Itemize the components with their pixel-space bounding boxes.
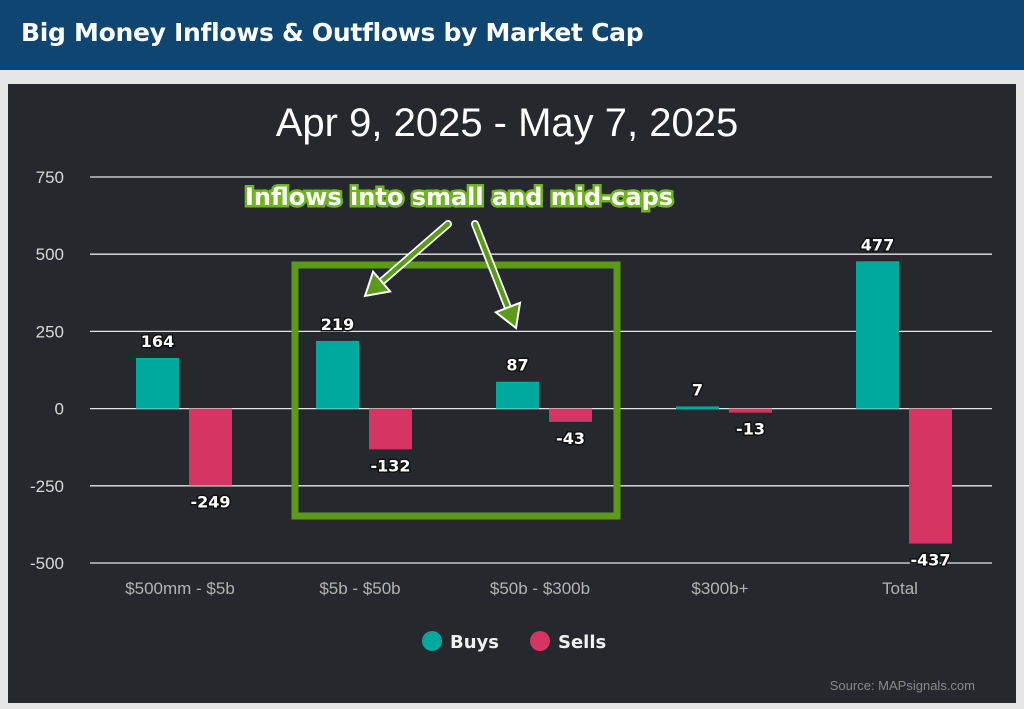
sells-bar xyxy=(909,408,952,544)
buys-bar xyxy=(856,261,899,409)
x-tick-label: $500mm - $5b xyxy=(125,579,235,598)
page-title: Big Money Inflows & Outflows by Market C… xyxy=(21,18,644,47)
buys-data-label: 87 xyxy=(506,356,528,375)
buys-data-label: 477 xyxy=(861,235,894,254)
annotation-arrow xyxy=(471,220,522,330)
sells-data-label: -13 xyxy=(736,420,765,439)
buys-data-label: 7 xyxy=(692,380,703,399)
buys-data-label: 164 xyxy=(141,332,174,351)
annotation-arrow xyxy=(363,220,452,298)
legend: Buys Sells xyxy=(422,631,606,653)
x-tick-label: $50b - $300b xyxy=(490,579,590,598)
sells-bar xyxy=(189,408,232,486)
x-tick-label: $300b+ xyxy=(691,579,748,598)
buys-bar xyxy=(316,340,359,409)
x-tick-label: Total xyxy=(882,579,918,598)
buys-bar xyxy=(676,406,719,410)
highlight-rectangle xyxy=(291,261,621,520)
y-axis-ticks: 750 500 250 0 -250 -500 xyxy=(30,168,64,573)
buys-data-label: 219 xyxy=(321,315,354,334)
buys-bar xyxy=(136,357,179,409)
bars xyxy=(136,261,952,544)
annotation-text: Inflows into small and mid-caps xyxy=(245,183,673,211)
legend-label-sells: Sells xyxy=(558,632,606,653)
source-note: Source: MAPsignals.com xyxy=(830,678,975,693)
chart-panel: Apr 9, 2025 - May 7, 2025 750 500 250 0 -250… xyxy=(8,84,1016,703)
y-tick-label: 0 xyxy=(55,400,64,419)
sells-bar xyxy=(729,408,772,413)
y-tick-label: -250 xyxy=(30,477,64,496)
x-axis-labels: $500mm - $5b $5b - $50b $50b - $300b $300b+… xyxy=(125,579,918,598)
legend-swatch-buys xyxy=(422,631,442,651)
y-tick-label: 750 xyxy=(36,168,64,187)
legend-label-buys: Buys xyxy=(450,632,499,653)
legend-swatch-sells xyxy=(530,631,550,651)
sells-data-label: -43 xyxy=(556,429,585,448)
header-bar: Big Money Inflows & Outflows by Market C… xyxy=(0,0,1024,70)
data-labels: 164 219 87 7 477 -249 -132 -43 -13 -437 xyxy=(139,234,952,571)
y-tick-label: 250 xyxy=(36,322,64,341)
highlight-box xyxy=(291,261,621,520)
y-tick-label: -500 xyxy=(30,554,64,573)
annotation: Inflows into small and mid-caps xyxy=(242,181,676,330)
y-tick-label: 500 xyxy=(36,245,64,264)
sells-bar xyxy=(369,408,412,450)
sells-bar xyxy=(549,408,592,422)
grid-lines xyxy=(90,176,992,564)
buys-bar xyxy=(496,381,539,409)
sells-data-label: -132 xyxy=(370,456,410,475)
sells-data-label: -437 xyxy=(910,551,950,570)
x-tick-label: $5b - $50b xyxy=(319,579,400,598)
bar-chart: Apr 9, 2025 - May 7, 2025 750 500 250 0 -250… xyxy=(30,101,992,693)
sells-data-label: -249 xyxy=(190,492,230,511)
chart-title: Apr 9, 2025 - May 7, 2025 xyxy=(276,101,739,145)
